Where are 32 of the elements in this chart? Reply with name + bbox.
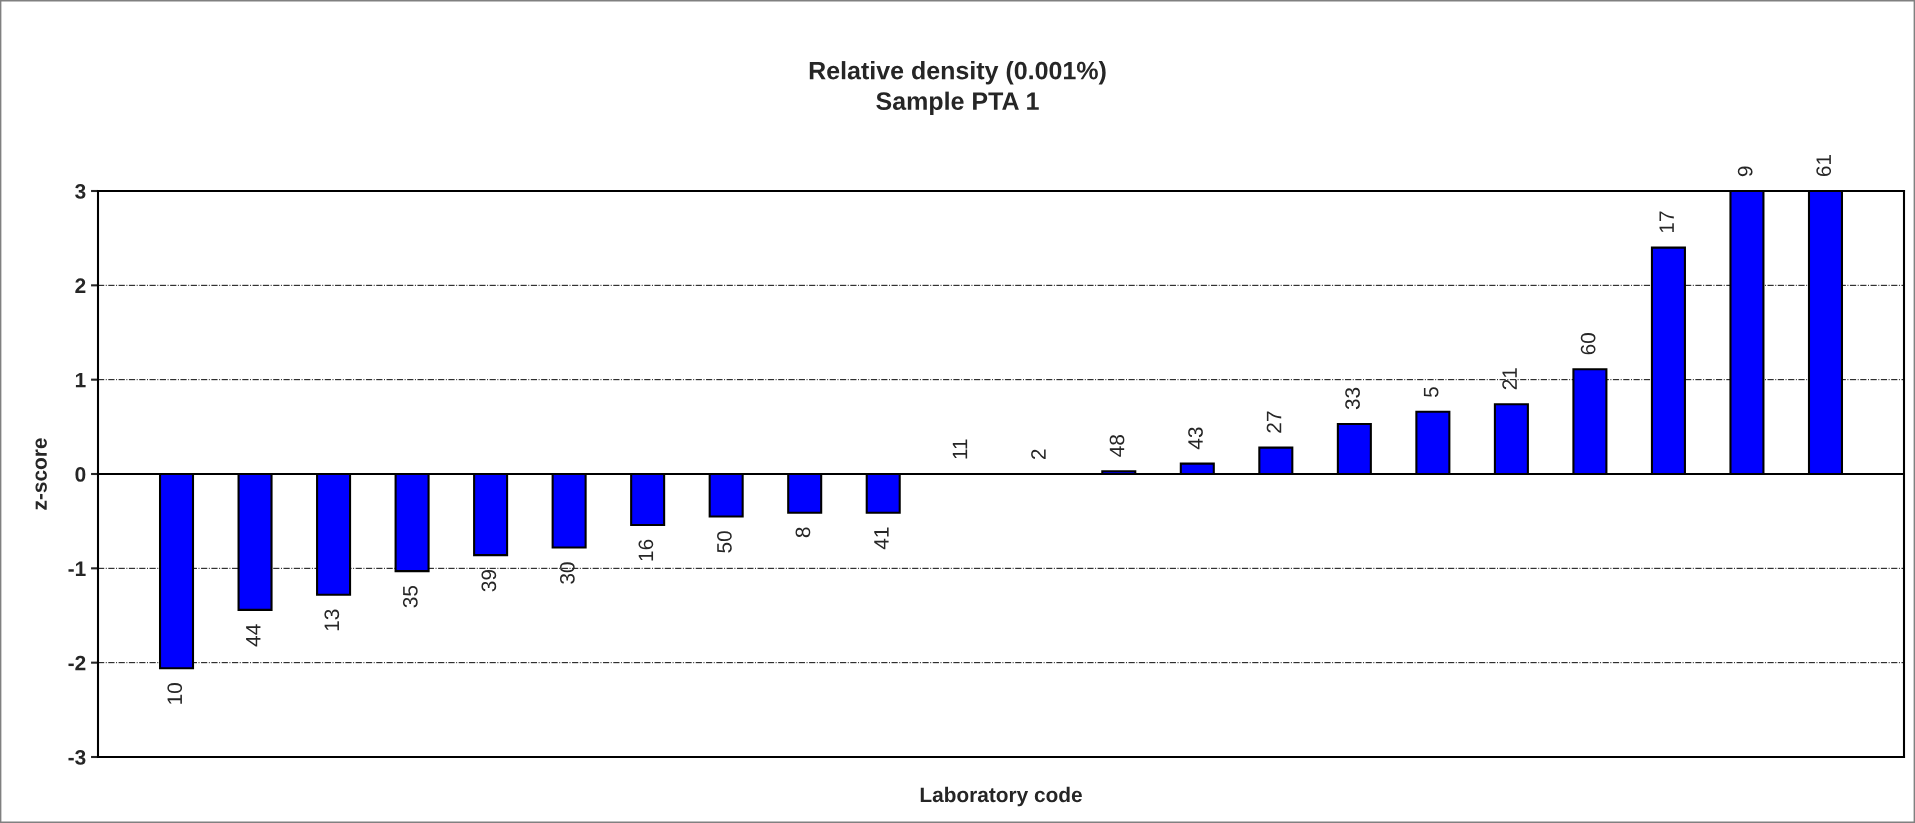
x-tick-label: 39 xyxy=(481,570,497,592)
y-tick-label: -1 xyxy=(68,561,86,576)
x-tick-label: 35 xyxy=(402,585,418,608)
x-tick-label: 50 xyxy=(717,531,732,553)
x-tick-label: 5 xyxy=(1423,387,1439,398)
y-tick-label: 2 xyxy=(75,278,86,293)
x-tick-label: 2 xyxy=(1031,449,1046,460)
x-axis-title: Laboratory code xyxy=(920,786,1082,807)
x-tick-label: 13 xyxy=(324,609,340,631)
y-tick-label: -2 xyxy=(68,655,86,671)
x-tick-label: 21 xyxy=(1502,368,1517,390)
x-tick-label: 8 xyxy=(795,527,811,538)
x-tick-label: 44 xyxy=(246,624,261,647)
x-tick-label: 17 xyxy=(1659,211,1674,233)
x-tick-label: 61 xyxy=(1816,154,1832,177)
y-tick-label: 3 xyxy=(75,184,86,199)
x-tick-label: 33 xyxy=(1345,387,1360,410)
x-tick-label: 16 xyxy=(638,539,654,561)
x-tick-label: 9 xyxy=(1737,166,1753,177)
x-tick-label: 30 xyxy=(559,562,575,584)
x-tick-label: 48 xyxy=(1109,435,1125,457)
chart-title: Relative density (0.001%) Sample PTA 1 xyxy=(809,61,1106,115)
y-axis-title: z-score xyxy=(35,438,47,510)
x-tick-label: 11 xyxy=(952,439,968,459)
x-tick-label: 60 xyxy=(1580,333,1596,355)
x-tick-label: 43 xyxy=(1188,427,1203,450)
x-tick-label: 10 xyxy=(167,683,183,704)
y-tick-label: -3 xyxy=(68,750,86,765)
x-tick-label: 27 xyxy=(1266,411,1282,433)
y-tick-label: 0 xyxy=(75,467,86,482)
x-tick-label: 41 xyxy=(874,527,889,550)
y-tick-label: 1 xyxy=(75,372,86,388)
